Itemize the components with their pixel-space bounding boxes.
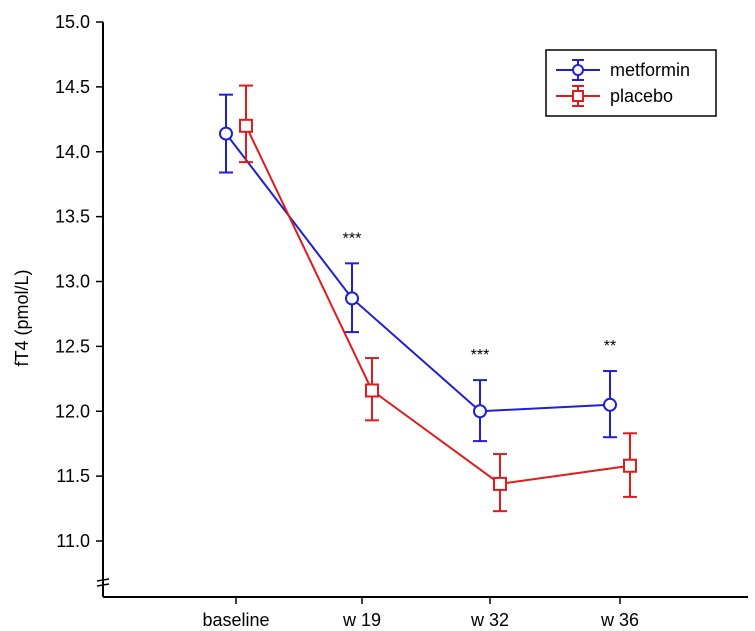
y-tick-label: 13.0 xyxy=(55,272,90,292)
y-tick-label: 14.0 xyxy=(55,142,90,162)
y-tick-label: 12.0 xyxy=(55,401,90,421)
axes xyxy=(96,22,748,598)
y-tick-label: 15.0 xyxy=(55,12,90,32)
series-line xyxy=(225,132,611,413)
y-tick-label: 11.0 xyxy=(56,531,90,551)
x-tick-label: baseline xyxy=(202,610,269,630)
legend-label: placebo xyxy=(610,86,673,106)
y-axis-title: fT4 (pmol/L) xyxy=(12,269,32,366)
y-tick-label: 12.5 xyxy=(55,336,90,356)
x-tick-label: w 32 xyxy=(470,610,509,630)
significance-label: *** xyxy=(343,230,362,247)
axis-break-mark xyxy=(96,583,110,587)
data-point xyxy=(239,118,253,133)
data-point xyxy=(473,404,487,419)
y-ticks: 11.0 11.5 12.0 12.5 13.0 13.5 14.0 14.5 15.0 xyxy=(55,12,103,551)
series-placebo xyxy=(239,84,637,513)
legend-marker xyxy=(572,90,584,102)
x-tick-label: w 19 xyxy=(342,610,381,630)
y-tick-label: 11.5 xyxy=(56,466,90,486)
data-point xyxy=(603,397,617,412)
x-ticks: baseline w 19 w 32 w 36 xyxy=(202,597,639,630)
significance-label: *** xyxy=(471,347,490,364)
series-layer xyxy=(219,84,637,513)
series-line xyxy=(245,125,631,485)
y-tick-label: 13.5 xyxy=(55,207,90,227)
legend: metformin placebo xyxy=(545,49,717,117)
legend-label: metformin xyxy=(610,60,690,80)
x-tick-label: w 36 xyxy=(600,610,639,630)
series-metformin xyxy=(219,93,617,443)
data-point xyxy=(493,476,507,491)
data-point xyxy=(345,291,359,306)
data-point xyxy=(623,458,637,473)
significance-label: ** xyxy=(604,338,616,355)
legend-marker xyxy=(572,64,584,76)
y-tick-label: 14.5 xyxy=(55,77,90,97)
annotations: ******** xyxy=(343,230,617,364)
axis-break-mark xyxy=(96,578,110,582)
data-point xyxy=(365,383,379,398)
data-point xyxy=(219,126,233,141)
